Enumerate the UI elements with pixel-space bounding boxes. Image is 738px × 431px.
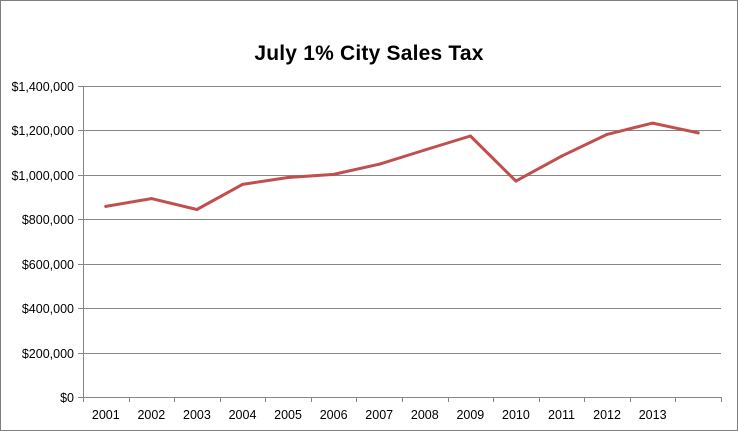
data-point — [149, 197, 153, 201]
x-tick-labels: 2001 2002 2003 2004 2005 2006 2007 2008 2009 2010… — [92, 408, 667, 422]
x-tick-label: 2006 — [320, 408, 348, 422]
series-line — [104, 121, 700, 211]
y-tick-label: $400,000 — [22, 302, 74, 316]
data-point — [560, 154, 563, 158]
x-tick-label: 2002 — [137, 408, 165, 422]
x-tick-label: 2003 — [183, 408, 211, 422]
y-tick-label: $0 — [60, 391, 74, 405]
data-point — [605, 132, 609, 136]
x-tick-label: 2010 — [502, 408, 530, 422]
data-point — [514, 179, 518, 183]
data-point — [696, 131, 700, 135]
y-tick-labels: $0 $200,000 $400,000 $600,000 $800,000 $1,000… — [11, 80, 74, 405]
y-tick-label: $200,000 — [22, 347, 74, 361]
chart-title: July 1% City Sales Tax — [254, 42, 484, 65]
data-point — [377, 162, 381, 166]
y-tick-label: $1,000,000 — [11, 169, 74, 183]
data-point — [241, 182, 244, 186]
y-tick-label: $600,000 — [22, 258, 74, 272]
x-tick-label: 2011 — [548, 408, 575, 422]
x-tick-label: 2008 — [411, 408, 439, 422]
x-tick-label: 2007 — [365, 408, 393, 422]
y-tick-label: $1,400,000 — [11, 80, 74, 94]
y-tick-label: $1,200,000 — [11, 124, 74, 138]
data-point — [423, 148, 427, 152]
x-tick-label: 2009 — [456, 408, 484, 422]
data-point — [104, 204, 108, 208]
x-tick-label: 2005 — [274, 408, 302, 422]
gridlines — [83, 86, 721, 354]
data-point — [195, 208, 199, 212]
data-point — [651, 121, 655, 125]
x-tick-label: 2001 — [92, 408, 120, 422]
series — [104, 121, 700, 212]
data-point — [286, 176, 290, 180]
data-point — [468, 134, 472, 138]
x-tick-label: 2004 — [229, 408, 257, 422]
x-tick-label: 2012 — [593, 408, 621, 422]
axes — [78, 86, 722, 402]
x-tick-label: 2013 — [639, 408, 667, 422]
data-point — [332, 172, 336, 176]
y-tick-label: $800,000 — [22, 213, 74, 227]
